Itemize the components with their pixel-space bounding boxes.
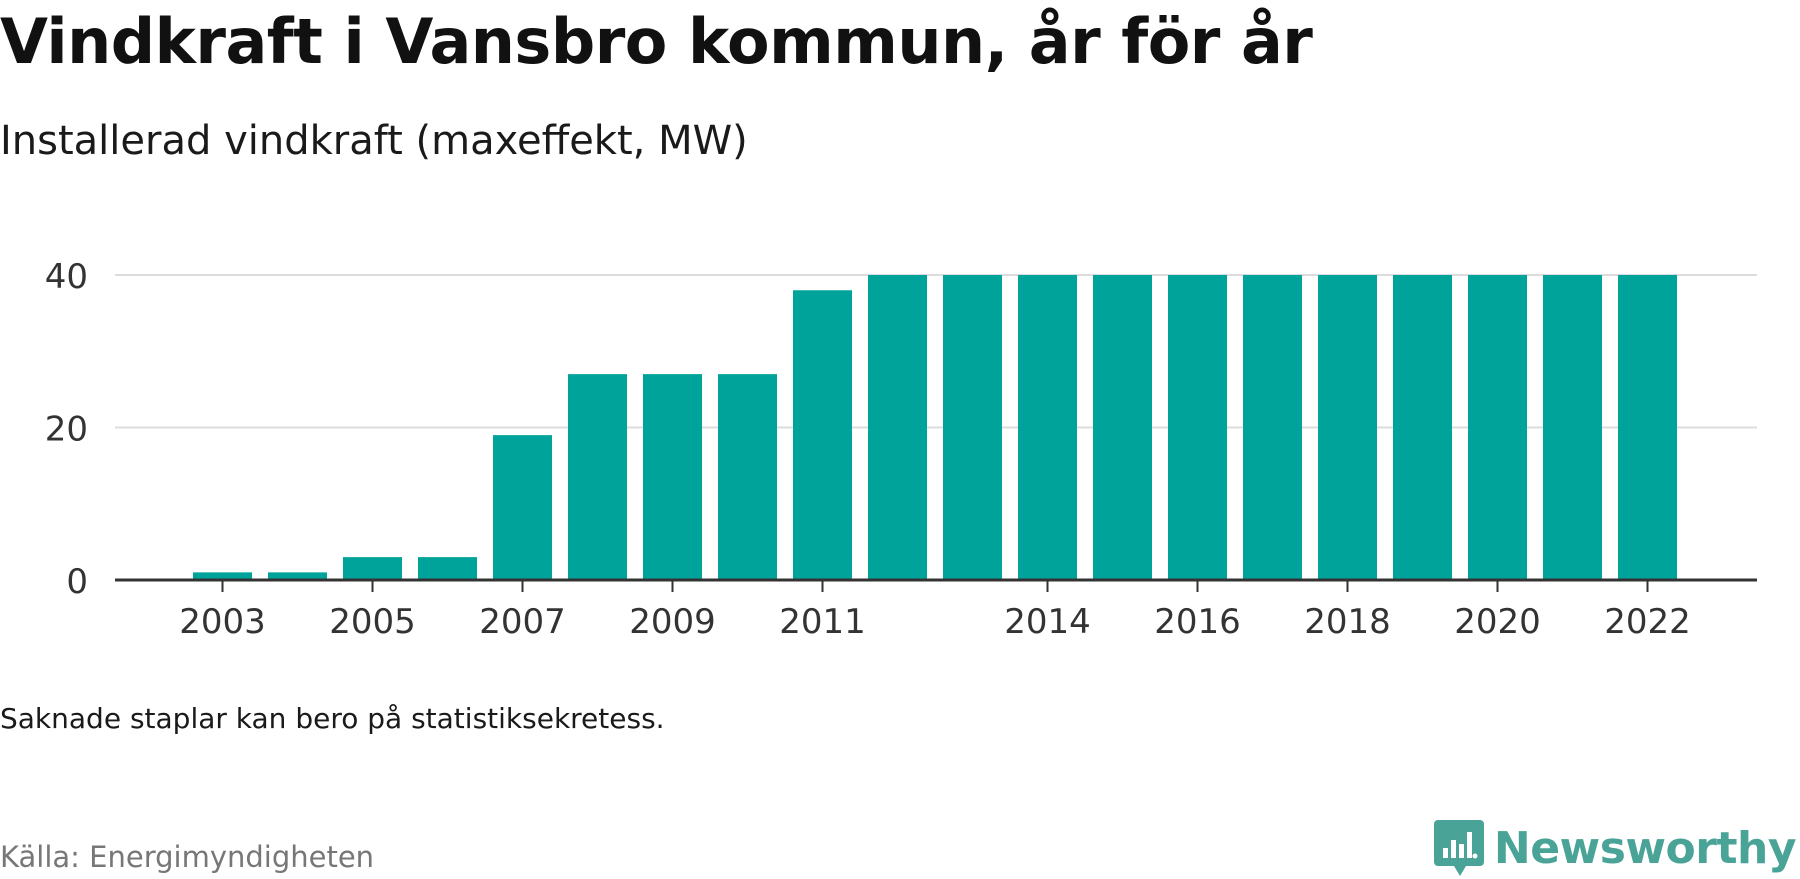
x-tick-label: 2022 <box>1604 602 1691 642</box>
y-tick-label: 40 <box>45 257 88 297</box>
bar-2017 <box>1243 275 1302 580</box>
x-tick-label: 2018 <box>1304 602 1391 642</box>
bar-2008 <box>568 374 627 580</box>
x-tick-label: 2003 <box>179 602 266 642</box>
y-axis-ticks: 0 20 40 <box>45 257 88 602</box>
x-tick-label: 2014 <box>1004 602 1091 642</box>
source-text: Källa: Energimyndigheten <box>0 840 375 874</box>
bar-2011 <box>793 290 852 580</box>
x-axis-ticks: 2003 2005 2007 2009 2011 2014 2016 2018 2020 2022 <box>179 580 1691 642</box>
bar-2016 <box>1168 275 1227 580</box>
bar-2003 <box>193 572 252 580</box>
brand-logo[interactable]: Newsworthy <box>1433 818 1797 878</box>
bar-2022 <box>1618 275 1677 580</box>
bars <box>193 275 1677 580</box>
chart-title: Vindkraft i Vansbro kommun, år för år <box>0 5 1313 78</box>
y-tick-label: 20 <box>45 410 88 450</box>
x-tick-label: 2011 <box>779 602 866 642</box>
bar-2018 <box>1318 275 1377 580</box>
bar-2020 <box>1468 275 1527 580</box>
brand-name: Newsworthy <box>1493 822 1797 874</box>
x-tick-label: 2007 <box>479 602 566 642</box>
bar-2014 <box>1018 275 1077 580</box>
x-tick-label: 2009 <box>629 602 716 642</box>
chart-subtitle: Installerad vindkraft (maxeffekt, MW) <box>0 118 748 164</box>
bar-2010 <box>718 374 777 580</box>
bar-2004 <box>268 572 327 580</box>
bar-2021 <box>1543 275 1602 580</box>
bar-2005 <box>343 557 402 580</box>
x-tick-label: 2005 <box>329 602 416 642</box>
bar-2015 <box>1093 275 1152 580</box>
y-tick-label: 0 <box>66 562 88 602</box>
x-tick-label: 2016 <box>1154 602 1241 642</box>
bar-2019 <box>1393 275 1452 580</box>
bar-2012 <box>868 275 927 580</box>
bar-2007 <box>493 435 552 580</box>
bar-2006 <box>418 557 477 580</box>
x-tick-label: 2020 <box>1454 602 1541 642</box>
bar-2013 <box>943 275 1002 580</box>
chart-note: Saknade staplar kan bero på statistiksek… <box>0 702 665 735</box>
bar-2009 <box>643 374 702 580</box>
newsworthy-logo-icon <box>1433 820 1484 876</box>
